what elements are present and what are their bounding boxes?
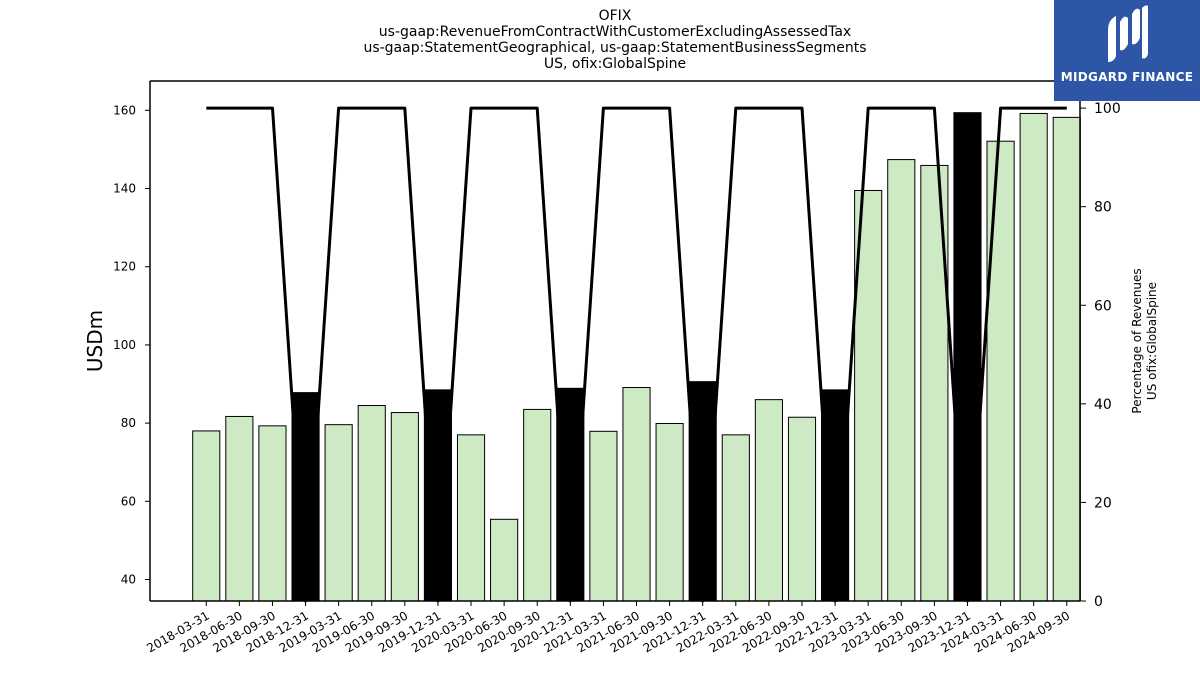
bar	[423, 389, 453, 602]
bar	[721, 434, 750, 602]
bar	[357, 405, 386, 602]
y-tick-label: 120	[113, 260, 136, 274]
y2-tick-label: 20	[1094, 495, 1112, 511]
y2-tick-label: 40	[1094, 397, 1112, 413]
bar	[754, 399, 783, 602]
axis-labels: USDm Percentage of Revenues US ofix:Global…	[83, 268, 1159, 413]
midgard-logo-icon	[1108, 5, 1148, 62]
bar	[655, 422, 684, 602]
bar	[456, 434, 486, 602]
y2-axis-label: US ofix:GlobalSpine	[1145, 282, 1159, 400]
bar	[556, 387, 585, 602]
title-line: us-gaap:RevenueFromContractWithCustomerE…	[379, 24, 851, 40]
y-axis-label: USDm	[83, 310, 107, 372]
bar	[688, 381, 717, 602]
y-axis-ticks: 40 60 80 100 120 140 160	[113, 103, 150, 586]
y2-axis-label: Percentage of Revenues	[1130, 268, 1144, 413]
bar	[1019, 112, 1048, 602]
title-line: OFIX	[599, 8, 632, 24]
y2-tick-label: 0	[1094, 594, 1103, 610]
bar	[258, 425, 287, 602]
y-tick-label: 60	[121, 494, 136, 508]
percentage-line-path	[206, 106, 1067, 603]
bar	[523, 408, 552, 602]
bar	[622, 387, 651, 602]
bar	[192, 430, 221, 602]
bar	[291, 392, 320, 602]
chart-title: OFIXus-gaap:RevenueFromContractWithCusto…	[363, 8, 866, 72]
bar	[490, 518, 519, 602]
bar	[821, 389, 850, 602]
bar	[1052, 116, 1081, 602]
y-tick-label: 140	[113, 182, 136, 196]
bar	[986, 140, 1015, 602]
logo-text: MIDGARD FINANCE	[1060, 70, 1194, 84]
y-tick-label: 40	[121, 572, 136, 586]
y2-tick-label: 60	[1094, 298, 1112, 314]
y-tick-label: 100	[113, 338, 136, 352]
bar	[225, 415, 254, 602]
bar	[390, 412, 419, 602]
midgard-logo: MIDGARD FINANCE	[1054, 0, 1200, 101]
title-line: us-gaap:StatementGeographical, us-gaap:S…	[363, 40, 866, 56]
bar	[324, 424, 353, 602]
bar	[787, 416, 817, 602]
y2-tick-label: 80	[1094, 200, 1112, 216]
y-tick-label: 160	[113, 103, 136, 117]
percentage-line	[206, 106, 1067, 603]
title-line: US, ofix:GlobalSpine	[544, 56, 686, 72]
y2-tick-label: 100	[1094, 101, 1121, 117]
axes	[149, 80, 1081, 602]
bar	[953, 112, 982, 602]
y2-axis-ticks: 0 20 40 60 80 100	[1080, 101, 1121, 610]
bar	[887, 159, 916, 602]
bar	[589, 430, 618, 602]
y-tick-label: 80	[121, 416, 136, 430]
x-axis-ticks: 2018-03-312018-06-302018-09-302018-12-31…	[144, 601, 1072, 655]
bars	[192, 112, 1081, 602]
